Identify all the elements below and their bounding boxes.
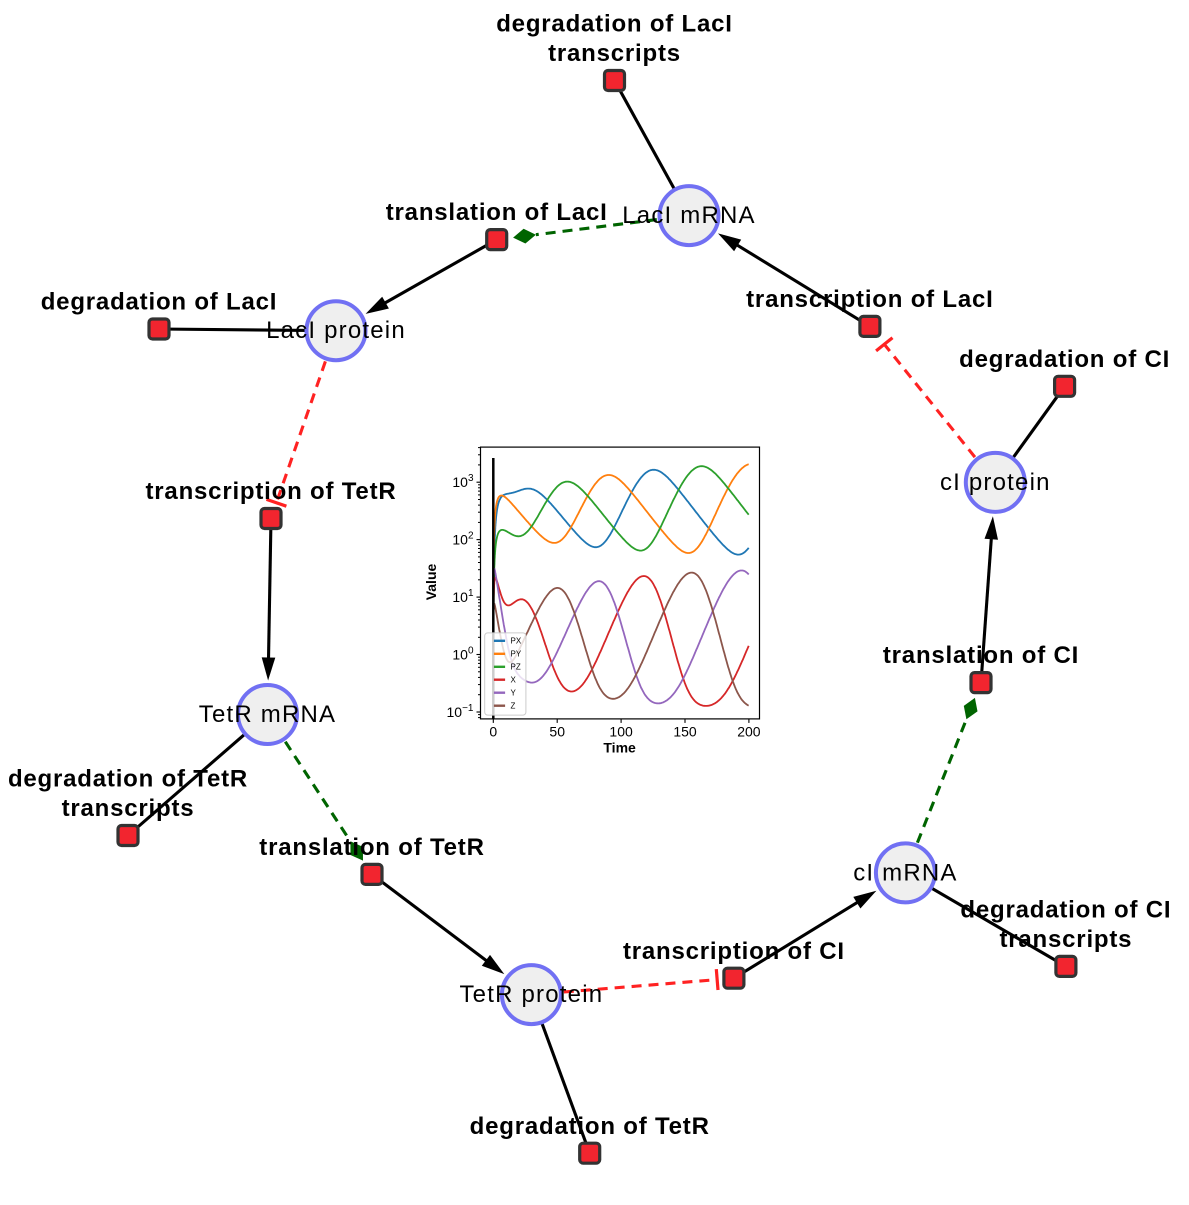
- svg-text:150: 150: [673, 723, 697, 739]
- svg-text:transcripts: transcripts: [999, 926, 1132, 953]
- svg-text:Y: Y: [511, 689, 517, 698]
- svg-text:translation of TetR: translation of TetR: [259, 834, 484, 861]
- svg-text:TetR mRNA: TetR mRNA: [199, 701, 336, 728]
- svg-text:degradation of TetR: degradation of TetR: [470, 1113, 710, 1140]
- svg-text:TetR protein: TetR protein: [459, 981, 603, 1008]
- svg-text:transcripts: transcripts: [548, 40, 681, 67]
- svg-text:X: X: [511, 676, 517, 685]
- svg-text:Time: Time: [603, 740, 636, 756]
- svg-text:PX: PX: [511, 637, 522, 646]
- svg-text:degradation of CI: degradation of CI: [959, 346, 1170, 373]
- svg-text:transcription of TetR: transcription of TetR: [145, 478, 396, 505]
- svg-text:degradation of CI: degradation of CI: [960, 897, 1171, 924]
- svg-text:transcription of CI: transcription of CI: [623, 938, 845, 965]
- svg-text:translation of CI: translation of CI: [883, 642, 1079, 669]
- svg-text:cI protein: cI protein: [940, 469, 1051, 496]
- svg-text:Z: Z: [511, 702, 516, 711]
- svg-text:200: 200: [737, 723, 761, 739]
- svg-text:cI mRNA: cI mRNA: [853, 859, 957, 886]
- svg-text:translation of LacI: translation of LacI: [386, 199, 608, 226]
- svg-text:LacI mRNA: LacI mRNA: [622, 202, 756, 229]
- svg-text:100: 100: [609, 723, 633, 739]
- svg-text:degradation of TetR: degradation of TetR: [8, 766, 248, 793]
- svg-text:degradation of LacI: degradation of LacI: [41, 289, 278, 316]
- svg-text:PZ: PZ: [511, 663, 521, 672]
- svg-text:50: 50: [549, 723, 565, 739]
- svg-text:0: 0: [489, 723, 497, 739]
- svg-text:transcription of LacI: transcription of LacI: [746, 286, 994, 313]
- svg-text:transcripts: transcripts: [62, 795, 195, 822]
- svg-text:PY: PY: [511, 650, 522, 659]
- svg-text:Value: Value: [423, 564, 439, 601]
- svg-text:LacI protein: LacI protein: [266, 317, 406, 344]
- svg-text:degradation of LacI: degradation of LacI: [496, 11, 733, 38]
